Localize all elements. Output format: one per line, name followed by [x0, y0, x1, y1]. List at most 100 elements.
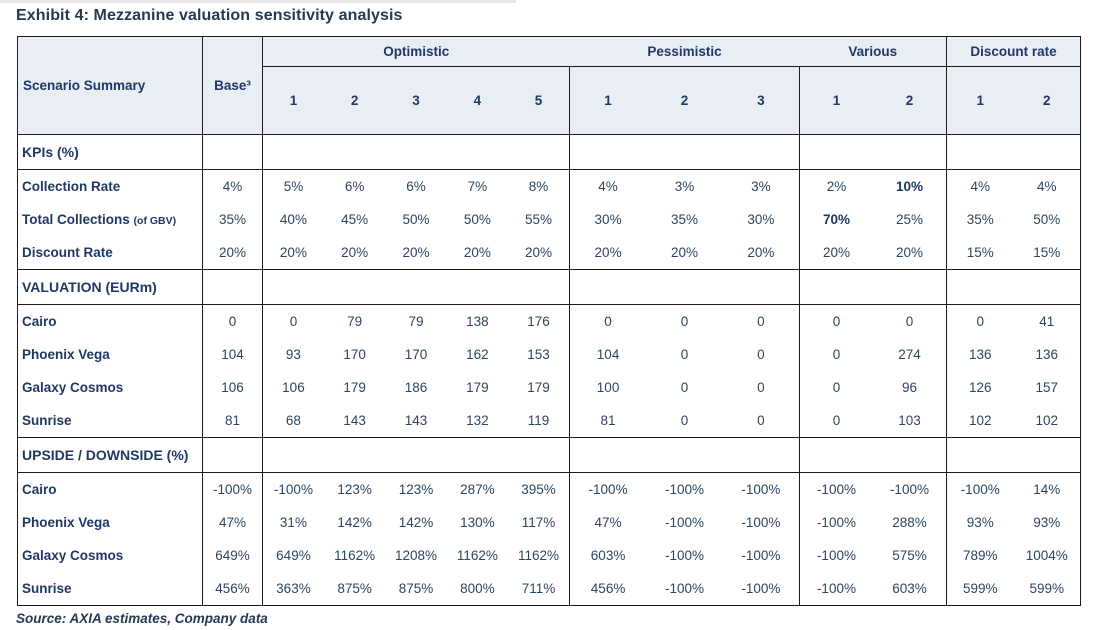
value-cell: 132	[446, 404, 509, 438]
exhibit-title: Exhibit 4: Mezzanine valuation sensitivi…	[16, 7, 403, 24]
value-cell: -100%	[798, 506, 873, 539]
corner-header: Scenario Summary	[17, 36, 203, 135]
value-cell: 603%	[872, 572, 947, 606]
value-cell: 8%	[508, 169, 570, 203]
table-row: Galaxy Cosmos 649% 649% 1162% 1208% 1162% 1162…	[17, 539, 1081, 572]
value-cell: 45%	[323, 203, 386, 236]
column-header: 2	[872, 66, 947, 135]
section-label: KPIs (%)	[17, 134, 203, 170]
value-cell: 2%	[798, 169, 873, 203]
value-cell: 55%	[508, 203, 570, 236]
value-cell: 20%	[872, 236, 947, 270]
value-cell: 0	[722, 404, 800, 438]
value-cell: -100%	[798, 572, 873, 606]
sensitivity-table: Scenario Summary Base³ Optimistic Pessimist…	[17, 36, 1081, 606]
value-cell: 123%	[385, 472, 447, 506]
value-cell: -100%	[722, 539, 800, 572]
value-cell: 0	[722, 304, 800, 338]
value-cell: -100%	[872, 472, 947, 506]
value-cell: 10%	[872, 169, 947, 203]
value-cell: 50%	[385, 203, 447, 236]
section-label: VALUATION (EURm)	[17, 269, 203, 305]
empty-cell	[568, 134, 800, 170]
empty-cell	[202, 437, 263, 473]
base-value-cell: 456%	[202, 572, 263, 606]
value-cell: 800%	[446, 572, 509, 606]
column-header: 1	[261, 66, 324, 135]
group-header-various: Various	[799, 36, 947, 67]
value-cell: 104	[568, 338, 647, 371]
value-cell: 100	[568, 371, 647, 404]
value-cell: -100%	[646, 539, 723, 572]
value-cell: 0	[261, 304, 324, 338]
section-header-row: VALUATION (EURm)	[17, 269, 1081, 305]
value-cell: 4%	[1013, 169, 1081, 203]
value-cell: 30%	[568, 203, 647, 236]
value-cell: 0	[798, 338, 873, 371]
value-cell: 3%	[722, 169, 800, 203]
value-cell: 20%	[385, 236, 447, 270]
value-cell: 176	[508, 304, 570, 338]
base-value-cell: 649%	[202, 539, 263, 572]
value-cell: 179	[446, 371, 509, 404]
value-cell: 170	[385, 338, 447, 371]
value-cell: 138	[446, 304, 509, 338]
value-cell: 93%	[1013, 506, 1081, 539]
value-cell: 20%	[722, 236, 800, 270]
value-cell: 70%	[798, 203, 873, 236]
value-cell: 1208%	[385, 539, 447, 572]
value-cell: -100%	[722, 472, 800, 506]
column-header: 1	[798, 66, 873, 135]
value-cell: -100%	[945, 472, 1014, 506]
value-cell: 4%	[945, 169, 1014, 203]
value-cell: -100%	[568, 472, 647, 506]
value-cell: 15%	[1013, 236, 1081, 270]
value-cell: 25%	[872, 203, 947, 236]
value-cell: 136	[1013, 338, 1081, 371]
row-label: Sunrise	[17, 404, 203, 438]
value-cell: 456%	[568, 572, 647, 606]
source-note: Source: AXIA estimates, Company data	[16, 611, 268, 626]
value-cell: 15%	[945, 236, 1014, 270]
table-row: Cairo 0 0 79 79 138 176 0 0 0 0 0 0 41	[17, 304, 1081, 338]
value-cell: -100%	[798, 539, 873, 572]
value-cell: 96	[872, 371, 947, 404]
base-value-cell: 20%	[202, 236, 263, 270]
column-header: 3	[385, 66, 447, 135]
value-cell: 102	[1013, 404, 1081, 438]
base-value-cell: -100%	[202, 472, 263, 506]
value-cell: 126	[945, 371, 1014, 404]
value-cell: 50%	[1013, 203, 1081, 236]
value-cell: 1162%	[446, 539, 509, 572]
value-cell: 103	[872, 404, 947, 438]
empty-cell	[945, 437, 1081, 473]
value-cell: 20%	[798, 236, 873, 270]
value-cell: 7%	[446, 169, 509, 203]
value-cell: 0	[568, 304, 647, 338]
column-header: 5	[508, 66, 570, 135]
value-cell: 35%	[646, 203, 723, 236]
empty-cell	[798, 269, 947, 305]
value-cell: 0	[945, 304, 1014, 338]
base-value-cell: 0	[202, 304, 263, 338]
value-cell: -100%	[722, 572, 800, 606]
value-cell: 50%	[446, 203, 509, 236]
value-cell: 130%	[446, 506, 509, 539]
value-cell: 93	[261, 338, 324, 371]
value-cell: 81	[568, 404, 647, 438]
value-cell: 5%	[261, 169, 324, 203]
table-row: Total Collections (of GBV) 35% 40% 45% 50% 50…	[17, 203, 1081, 236]
value-cell: -100%	[646, 572, 723, 606]
value-cell: 117%	[508, 506, 570, 539]
value-cell: 6%	[385, 169, 447, 203]
group-header-pessimistic: Pessimistic	[569, 36, 800, 67]
value-cell: 274	[872, 338, 947, 371]
row-label: Sunrise	[17, 572, 203, 606]
empty-cell	[568, 437, 800, 473]
value-cell: 143	[385, 404, 447, 438]
section-label: UPSIDE / DOWNSIDE (%)	[17, 437, 203, 473]
base-value-cell: 47%	[202, 506, 263, 539]
value-cell: 0	[646, 304, 723, 338]
row-label: Cairo	[17, 472, 203, 506]
value-cell: 0	[872, 304, 947, 338]
